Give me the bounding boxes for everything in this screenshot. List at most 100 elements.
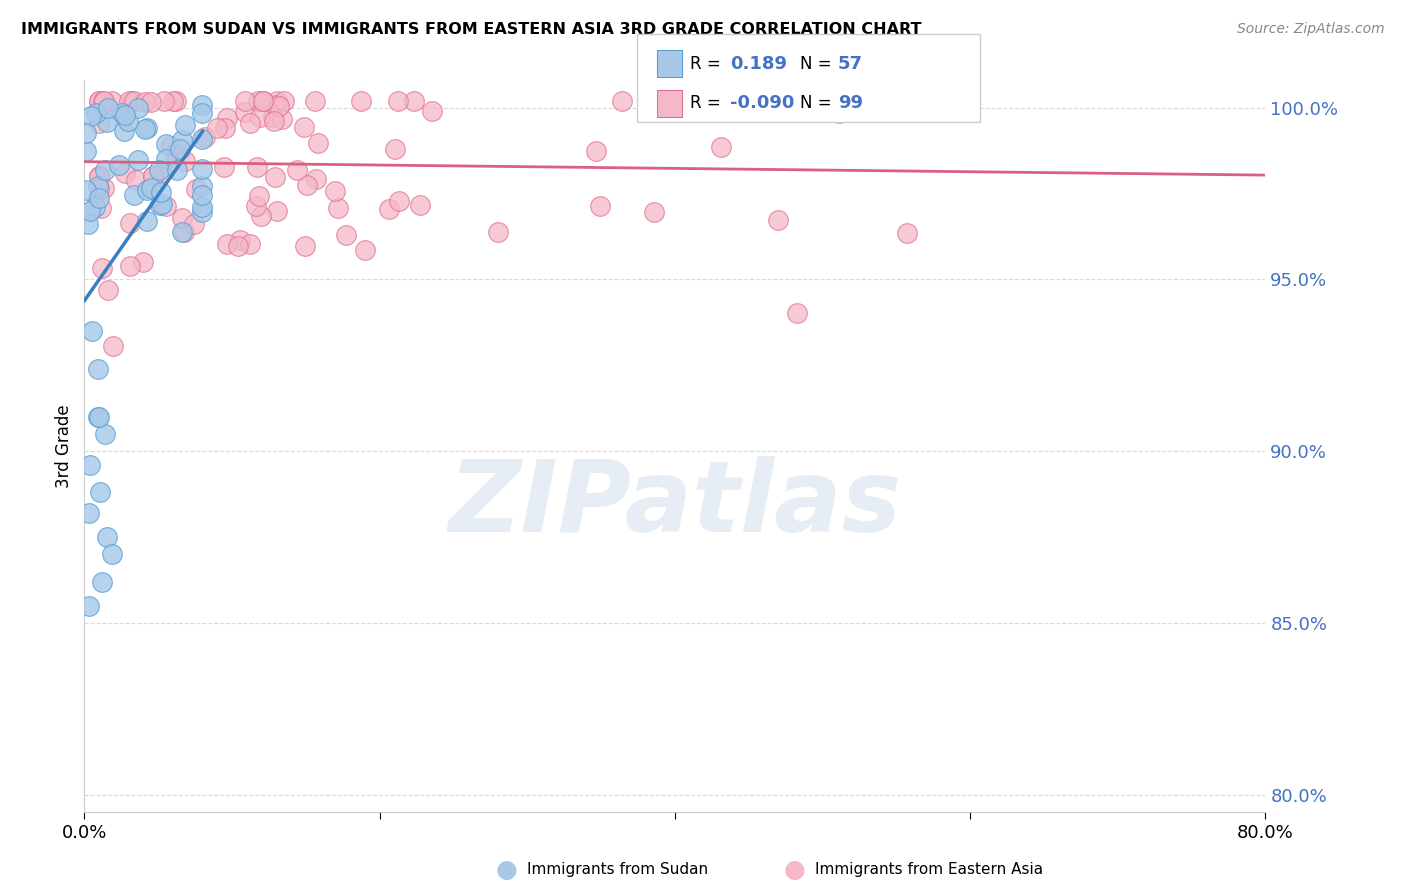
Point xyxy=(262,110,284,124)
Point xyxy=(212,160,235,174)
Point xyxy=(323,184,346,198)
Point xyxy=(87,169,111,183)
Point xyxy=(612,94,634,108)
Text: 99: 99 xyxy=(838,95,863,112)
Point xyxy=(139,95,162,109)
Point xyxy=(118,259,141,273)
Point xyxy=(139,181,162,195)
Point xyxy=(585,145,607,159)
Point xyxy=(766,213,789,227)
Point xyxy=(127,101,149,115)
Point xyxy=(100,547,122,561)
Point xyxy=(114,166,136,180)
Point xyxy=(350,94,373,108)
Point xyxy=(122,188,145,202)
Point xyxy=(150,196,173,211)
Text: N =: N = xyxy=(800,95,837,112)
Point xyxy=(285,163,308,178)
Point xyxy=(135,214,157,228)
Point xyxy=(136,183,159,197)
Point xyxy=(125,173,148,187)
Point xyxy=(87,94,111,108)
Point xyxy=(249,110,271,124)
Point xyxy=(97,283,120,297)
Point xyxy=(87,178,110,193)
Point xyxy=(166,162,188,177)
Point xyxy=(87,170,111,185)
Point xyxy=(96,114,118,128)
Point xyxy=(252,94,274,108)
Point xyxy=(79,204,101,219)
Point xyxy=(247,94,270,108)
Point xyxy=(264,98,287,112)
Point xyxy=(142,169,165,184)
Point xyxy=(228,233,250,247)
Point xyxy=(107,158,129,172)
Point xyxy=(118,216,141,230)
Point xyxy=(378,202,401,217)
Point xyxy=(194,130,217,145)
Point xyxy=(250,210,273,224)
Point xyxy=(94,427,117,442)
Point xyxy=(215,237,238,252)
Point xyxy=(191,161,214,176)
Point xyxy=(191,200,214,214)
Point xyxy=(307,136,329,150)
Point xyxy=(155,198,177,212)
Point xyxy=(173,225,195,239)
Point xyxy=(121,94,143,108)
Point xyxy=(191,132,214,146)
Point xyxy=(252,94,274,108)
Point xyxy=(75,144,97,158)
Point xyxy=(75,126,97,140)
Point xyxy=(354,243,377,257)
Point xyxy=(86,106,108,120)
Text: Immigrants from Eastern Asia: Immigrants from Eastern Asia xyxy=(815,863,1043,877)
Point xyxy=(80,109,103,123)
Point xyxy=(89,182,111,196)
Text: N =: N = xyxy=(800,54,837,72)
Point xyxy=(160,139,183,153)
Point xyxy=(184,182,207,196)
Point xyxy=(162,94,184,108)
Point xyxy=(172,133,194,147)
Point xyxy=(247,189,270,203)
Text: ZIPatlas: ZIPatlas xyxy=(449,456,901,553)
Point xyxy=(191,97,214,112)
Point xyxy=(388,194,411,208)
Point xyxy=(295,178,318,192)
Point xyxy=(149,197,172,211)
Point xyxy=(155,136,177,151)
Text: 0.189: 0.189 xyxy=(730,54,787,72)
Point xyxy=(79,458,101,472)
Point xyxy=(142,169,165,183)
Point xyxy=(786,306,808,320)
Point xyxy=(896,226,918,240)
Point xyxy=(165,94,187,108)
Point xyxy=(404,94,426,108)
Point xyxy=(239,116,262,130)
Point xyxy=(685,94,707,108)
Point xyxy=(165,146,187,161)
Point xyxy=(294,239,316,253)
Text: 57: 57 xyxy=(838,54,863,72)
Point xyxy=(84,200,107,214)
Point xyxy=(710,140,733,154)
Point xyxy=(114,108,136,122)
Point xyxy=(93,181,115,195)
Point xyxy=(266,204,288,219)
Point xyxy=(79,506,101,520)
Point xyxy=(100,94,122,108)
Point xyxy=(87,409,110,424)
Point xyxy=(246,160,269,174)
Point xyxy=(927,94,949,108)
Text: ●: ● xyxy=(783,858,806,881)
Point xyxy=(263,114,285,128)
Point xyxy=(91,260,114,275)
Text: R =: R = xyxy=(690,95,727,112)
Point xyxy=(191,179,214,194)
Point xyxy=(96,530,118,544)
Point xyxy=(174,118,197,132)
Point xyxy=(170,211,193,226)
Point xyxy=(87,409,110,424)
